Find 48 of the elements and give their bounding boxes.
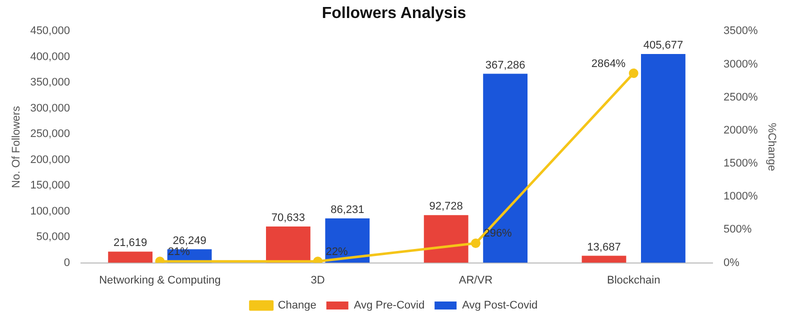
point [628, 68, 638, 78]
y-tick-label: 50,000 [36, 231, 70, 244]
y-tick-label: 100,000 [30, 205, 70, 218]
y-tick-label: 150,000 [30, 180, 70, 192]
x-tick-label: 3D [310, 274, 325, 286]
data-label: 70,633 [271, 212, 306, 224]
data-label: 405,677 [643, 40, 684, 52]
y2-tick-label: 3000% [724, 58, 758, 70]
data-label: 21% [168, 246, 190, 258]
x-tick-label: AR/VR [458, 274, 493, 286]
bar [266, 226, 310, 263]
data-label: 367,286 [485, 59, 526, 72]
y2-tick-label: 0% [724, 256, 740, 269]
bar [582, 256, 626, 263]
data-label: 26,249 [172, 234, 206, 247]
y2-axis-title: %Change [765, 122, 778, 172]
y-tick-label: 450,000 [30, 25, 70, 38]
legend-label: Avg Post-Covid [462, 300, 538, 312]
y2-tick-label: 1000% [724, 190, 758, 203]
y-tick-label: 0 [64, 256, 70, 269]
data-label: 86,231 [330, 204, 364, 216]
legend-label: Change [278, 300, 316, 312]
data-label: 2864% [591, 58, 626, 70]
chart-title: Followers Analysis [322, 5, 466, 22]
legend-label: Avg Pre-Covid [354, 300, 425, 312]
data-label: 92,728 [429, 200, 463, 213]
data-label: 13,687 [587, 241, 621, 254]
data-label: 21,619 [113, 237, 148, 250]
y-tick-label: 200,000 [30, 154, 70, 166]
point [470, 238, 480, 248]
x-tick-label: Blockchain [607, 274, 660, 286]
y2-tick-label: 2000% [724, 124, 758, 136]
y2-tick-label: 2500% [724, 91, 758, 104]
y-tick-label: 350,000 [30, 76, 70, 89]
data-label: 296% [484, 228, 512, 240]
y-axis-title: No. Of Followers [10, 106, 23, 188]
y-tick-label: 250,000 [30, 128, 70, 140]
y2-tick-label: 1500% [724, 158, 758, 170]
y2-tick-label: 3500% [724, 25, 758, 38]
y-tick-label: 300,000 [30, 102, 70, 114]
y2-tick-label: 500% [724, 224, 752, 236]
y-tick-label: 400,000 [30, 50, 70, 63]
bar [424, 215, 468, 263]
bar [483, 74, 528, 263]
bar [641, 54, 686, 263]
bar [108, 252, 153, 263]
x-tick-label: Networking & Computing [99, 274, 221, 286]
data-label: 22% [326, 246, 348, 258]
